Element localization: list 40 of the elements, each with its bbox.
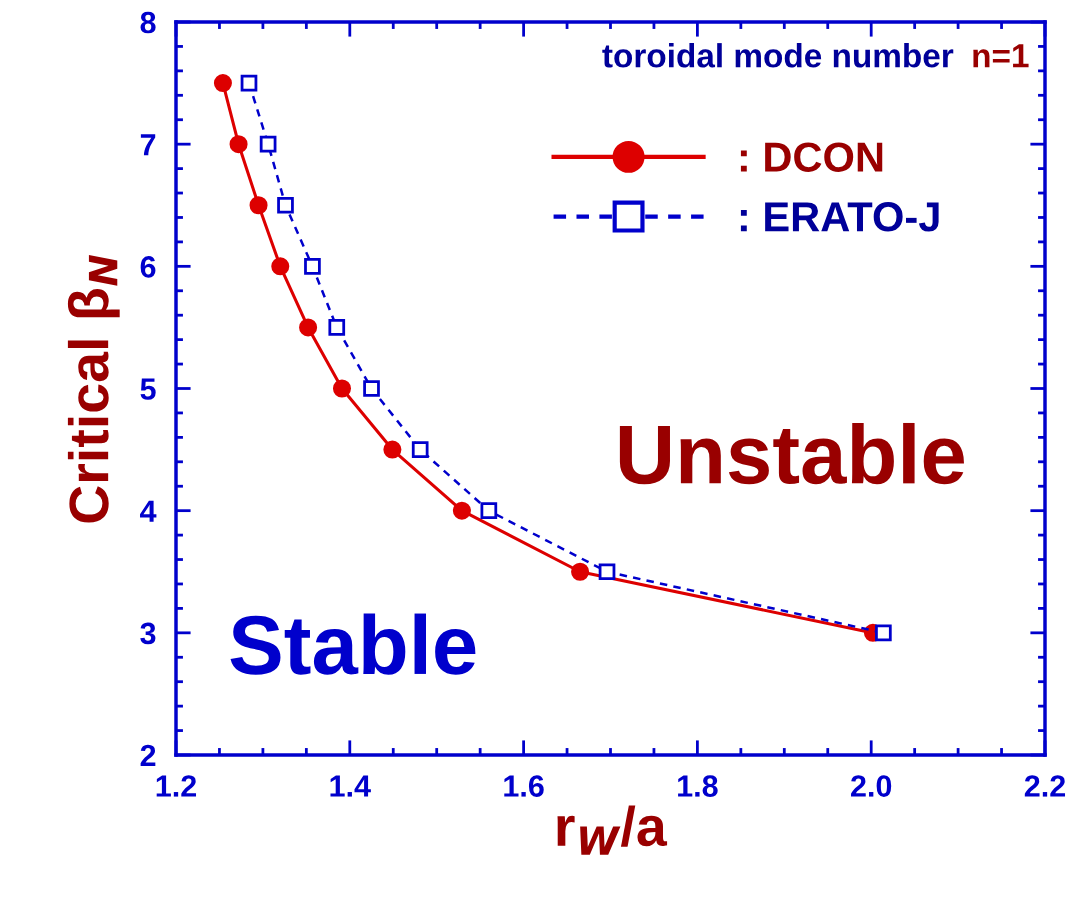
point (213, 74, 232, 93)
legend-label: : DCON (740, 142, 883, 172)
y-tick-label: 5 (140, 378, 156, 400)
y-tick-label: 7 (140, 134, 156, 156)
y-tick-label: 2 (140, 744, 156, 767)
point (363, 380, 380, 397)
x-tick-label: 1.2 (156, 775, 197, 797)
annotation: toroidal mode number (602, 43, 954, 68)
point (299, 318, 318, 337)
x-tick-label: 2.0 (851, 775, 892, 797)
point (328, 319, 346, 336)
point (304, 258, 321, 275)
point (249, 196, 268, 215)
y-tick-label: 8 (140, 11, 156, 34)
point (259, 135, 277, 153)
y-tick-label: 4 (140, 500, 157, 522)
legend-label: : ERATO-J (740, 202, 939, 232)
annotation: Unstable (619, 422, 964, 485)
x-tick-label: 1.8 (678, 775, 718, 797)
point (271, 257, 290, 276)
point (277, 196, 294, 214)
point (332, 379, 352, 398)
point (571, 562, 590, 581)
annotation: n=1 (973, 44, 1029, 68)
point (229, 135, 248, 154)
x-tick-label: 1.6 (504, 775, 544, 797)
y-tick-label: 6 (140, 256, 156, 278)
point (875, 624, 892, 642)
annotation: Stable (230, 613, 476, 675)
point (452, 501, 471, 520)
x-tick-label: 1.4 (330, 775, 371, 797)
y-tick-label: 3 (140, 622, 156, 645)
x-tick-label: 2.2 (1024, 775, 1066, 797)
point (240, 74, 258, 92)
point (383, 440, 402, 459)
x-axis-title: r$_{W}$/a (557, 805, 668, 855)
y-axis-title: Critical β$_{N}$ (67, 254, 120, 523)
point (598, 563, 616, 581)
point (480, 502, 498, 519)
point (411, 441, 429, 458)
